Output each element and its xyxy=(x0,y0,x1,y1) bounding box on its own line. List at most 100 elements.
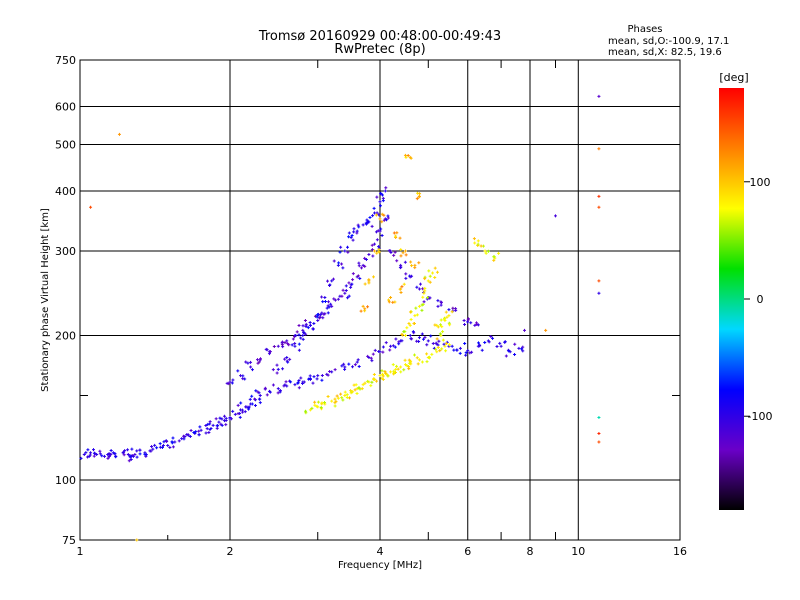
data-point xyxy=(310,406,314,410)
data-point xyxy=(231,409,235,413)
data-point xyxy=(378,200,382,204)
data-point xyxy=(377,349,381,353)
data-point xyxy=(320,311,324,315)
data-point xyxy=(383,370,387,374)
data-point xyxy=(229,417,233,421)
data-point xyxy=(243,377,247,381)
data-point xyxy=(343,390,347,394)
data-point xyxy=(326,311,330,315)
data-point xyxy=(323,299,327,303)
data-point xyxy=(297,342,301,346)
data-point xyxy=(391,300,395,304)
data-point xyxy=(98,452,102,456)
data-point xyxy=(400,339,404,343)
data-point xyxy=(366,305,370,309)
data-point xyxy=(386,374,390,378)
data-point xyxy=(521,349,525,353)
data-point xyxy=(447,308,451,312)
data-point xyxy=(438,332,442,336)
data-point xyxy=(129,454,133,458)
data-point xyxy=(420,303,424,307)
data-point xyxy=(301,334,305,338)
data-point xyxy=(363,264,367,268)
data-point xyxy=(417,261,421,265)
data-point xyxy=(103,454,107,458)
data-point xyxy=(391,363,395,367)
data-point xyxy=(135,538,139,542)
data-point xyxy=(98,449,102,453)
data-point xyxy=(597,415,601,419)
data-point xyxy=(417,336,421,340)
data-point xyxy=(341,288,345,292)
data-point xyxy=(355,387,359,391)
data-point xyxy=(407,365,411,369)
data-point xyxy=(135,449,139,453)
data-point xyxy=(343,367,347,371)
data-point xyxy=(429,334,433,338)
data-point xyxy=(382,213,386,217)
data-point xyxy=(107,455,111,459)
data-point xyxy=(276,344,280,348)
data-point xyxy=(418,282,422,286)
data-point xyxy=(435,337,439,341)
data-point xyxy=(491,336,495,340)
data-point xyxy=(464,353,468,357)
data-point xyxy=(326,394,330,398)
data-point xyxy=(347,281,351,285)
data-point xyxy=(316,313,320,317)
data-point xyxy=(86,448,90,452)
data-point xyxy=(344,284,348,288)
data-point xyxy=(597,147,601,151)
data-point xyxy=(88,453,92,457)
data-point xyxy=(372,275,376,279)
data-point xyxy=(433,323,437,327)
data-point xyxy=(339,392,343,396)
data-point xyxy=(357,364,361,368)
data-point xyxy=(214,417,218,421)
data-point xyxy=(384,186,388,190)
data-point xyxy=(409,362,413,366)
data-point xyxy=(297,348,301,352)
data-point xyxy=(441,338,445,342)
data-point xyxy=(389,344,393,348)
data-point xyxy=(222,414,226,418)
data-point xyxy=(385,218,389,222)
x-tick-label: 16 xyxy=(673,545,687,558)
data-point xyxy=(507,349,511,353)
data-point xyxy=(374,213,378,217)
data-point xyxy=(312,321,316,325)
data-point xyxy=(439,318,443,322)
data-point xyxy=(356,358,360,362)
data-point xyxy=(209,427,213,431)
data-point xyxy=(479,244,483,248)
data-point xyxy=(486,249,490,253)
data-point xyxy=(517,346,521,350)
data-point xyxy=(382,218,386,222)
data-point xyxy=(285,355,289,359)
data-point xyxy=(363,282,367,286)
data-point xyxy=(402,282,406,286)
data-point xyxy=(336,297,340,301)
data-point xyxy=(421,337,425,341)
data-point xyxy=(340,294,344,298)
data-point xyxy=(399,370,403,374)
data-point xyxy=(161,443,165,447)
data-point xyxy=(290,343,294,347)
data-point xyxy=(84,451,88,455)
y-tick-label: 500 xyxy=(55,139,76,152)
data-point xyxy=(392,231,396,235)
data-point xyxy=(363,256,367,260)
data-point xyxy=(499,344,503,348)
data-point xyxy=(353,363,357,367)
data-point xyxy=(289,380,293,384)
x-tick-label: 4 xyxy=(377,545,384,558)
data-point xyxy=(332,259,336,263)
data-point xyxy=(407,358,411,362)
data-point xyxy=(377,248,381,252)
data-point xyxy=(271,383,275,387)
data-point xyxy=(253,403,257,407)
data-point xyxy=(371,377,375,381)
data-point xyxy=(466,318,470,322)
data-point xyxy=(378,217,382,221)
